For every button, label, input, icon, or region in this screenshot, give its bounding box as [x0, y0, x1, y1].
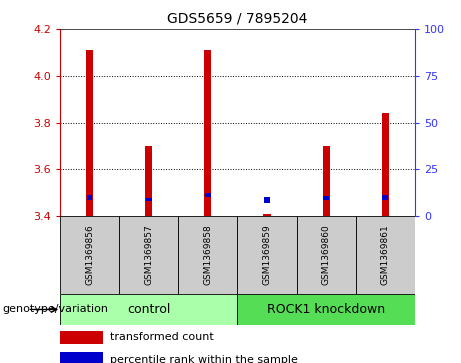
Bar: [264, 197, 270, 203]
Bar: [146, 198, 152, 201]
Bar: [145, 146, 152, 216]
Text: GSM1369857: GSM1369857: [144, 225, 153, 285]
Bar: [60, 216, 119, 294]
Text: GSM1369860: GSM1369860: [322, 225, 331, 285]
Bar: [237, 216, 296, 294]
Bar: [382, 113, 389, 216]
Bar: [296, 216, 356, 294]
Text: percentile rank within the sample: percentile rank within the sample: [110, 355, 297, 363]
Text: genotype/variation: genotype/variation: [2, 305, 108, 314]
Bar: [178, 216, 237, 294]
Text: GSM1369859: GSM1369859: [262, 225, 272, 285]
Bar: [382, 195, 388, 200]
Text: control: control: [127, 303, 171, 316]
Text: GSM1369858: GSM1369858: [203, 225, 213, 285]
Bar: [86, 50, 93, 216]
Text: ROCK1 knockdown: ROCK1 knockdown: [267, 303, 385, 316]
Bar: [60, 294, 237, 325]
Bar: [60, 330, 102, 344]
Text: transformed count: transformed count: [110, 333, 213, 343]
Bar: [237, 294, 415, 325]
Bar: [119, 216, 178, 294]
Bar: [205, 193, 211, 197]
Bar: [204, 50, 212, 216]
Title: GDS5659 / 7895204: GDS5659 / 7895204: [167, 11, 307, 25]
Text: GSM1369856: GSM1369856: [85, 225, 94, 285]
Text: GSM1369861: GSM1369861: [381, 225, 390, 285]
Bar: [60, 352, 102, 363]
Bar: [323, 196, 329, 200]
Bar: [323, 146, 330, 216]
Bar: [263, 214, 271, 216]
Bar: [356, 216, 415, 294]
Bar: [87, 195, 93, 200]
